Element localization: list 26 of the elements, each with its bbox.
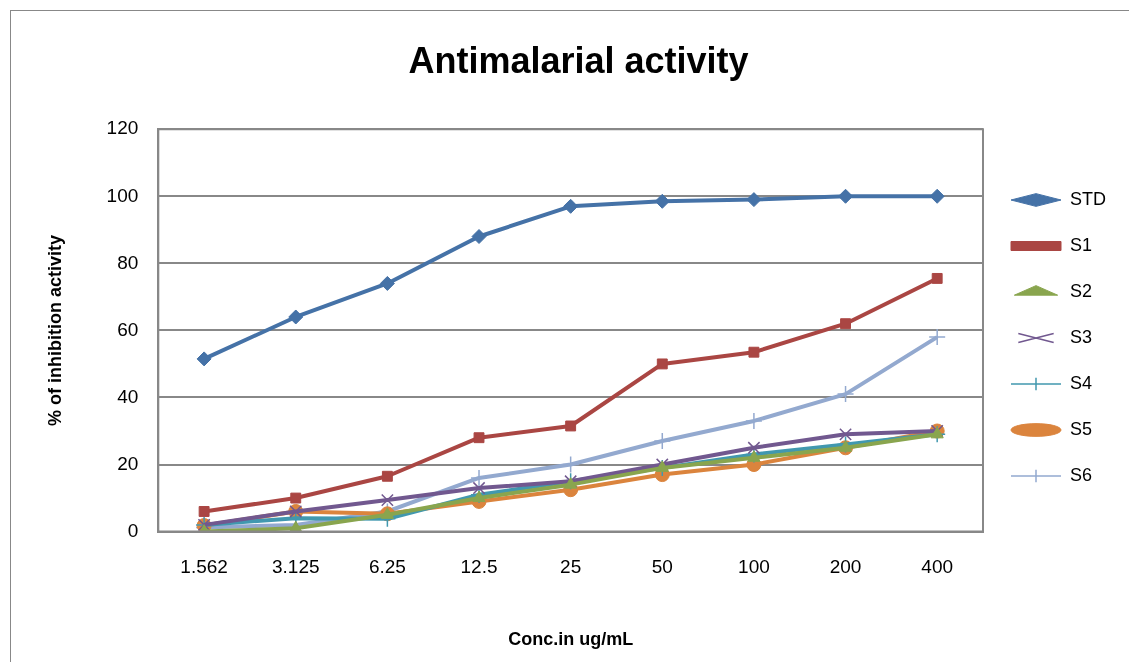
x-tick-label: 25 (560, 556, 582, 578)
y-tick-label: 0 (127, 519, 139, 541)
x-tick-label: 12.5 (460, 556, 498, 578)
x-tick-label: 3.125 (271, 556, 320, 578)
y-tick-label: 20 (117, 452, 139, 474)
legend-label: S1 (1070, 234, 1093, 255)
x-tick-label: 50 (651, 556, 673, 578)
legend-label: S2 (1070, 280, 1093, 301)
legend-label: S4 (1070, 372, 1093, 393)
y-tick-label: 40 (117, 385, 139, 407)
y-tick-label: 120 (106, 117, 139, 139)
chart-title: Antimalarial activity (408, 39, 749, 81)
y-tick-label: 60 (117, 318, 139, 340)
y-tick-label: 80 (117, 251, 139, 273)
legend-label: STD (1070, 188, 1106, 209)
legend-label: S3 (1070, 326, 1093, 347)
y-tick-label: 100 (106, 184, 139, 206)
legend-label: S5 (1070, 418, 1093, 439)
x-tick-label: 200 (829, 556, 862, 578)
x-tick-label: 1.562 (180, 556, 228, 578)
x-tick-label: 100 (738, 556, 770, 578)
x-tick-label: 400 (921, 556, 954, 578)
y-axis-title: % of inhibition activity (44, 234, 65, 426)
x-tick-label: 6.25 (368, 556, 406, 578)
x-axis-title: Conc.in ug/mL (508, 629, 634, 650)
legend-label: S6 (1070, 464, 1093, 485)
